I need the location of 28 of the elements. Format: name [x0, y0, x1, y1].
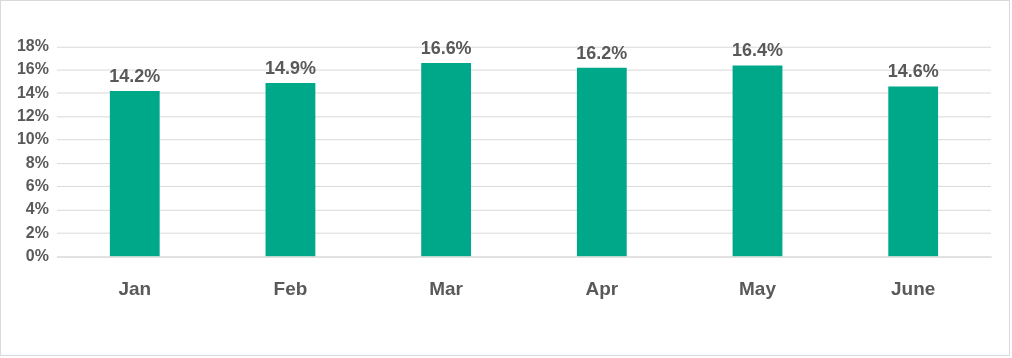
x-tick-label: Feb — [273, 278, 308, 300]
bar — [421, 63, 472, 257]
y-tick-label: 4% — [25, 200, 49, 218]
data-label: 14.9% — [264, 57, 316, 78]
bar — [265, 82, 316, 257]
y-tick-label: 8% — [25, 153, 49, 171]
y-tick-label: 14% — [17, 83, 49, 101]
x-tick-label: Apr — [585, 278, 619, 300]
bar — [576, 67, 627, 257]
bar — [109, 91, 160, 257]
y-tick-label: 0% — [25, 247, 49, 265]
bar — [732, 65, 783, 257]
y-tick-label: 10% — [17, 130, 49, 148]
data-label: 16.4% — [732, 40, 784, 61]
bar — [888, 86, 939, 257]
x-tick-label: Mar — [429, 278, 464, 300]
y-tick-label: 2% — [25, 223, 49, 241]
y-tick-label: 12% — [17, 107, 49, 125]
data-label: 14.2% — [109, 66, 161, 87]
data-label: 14.6% — [887, 61, 939, 82]
data-label: 16.6% — [420, 38, 472, 59]
x-tick-label: Jan — [118, 278, 152, 300]
data-label: 16.2% — [576, 42, 628, 63]
y-tick-label: 16% — [17, 60, 49, 78]
x-tick-label: June — [891, 278, 936, 300]
y-tick-label: 6% — [25, 177, 49, 195]
x-tick-label: May — [739, 278, 777, 300]
y-tick-label: 18% — [17, 37, 49, 55]
